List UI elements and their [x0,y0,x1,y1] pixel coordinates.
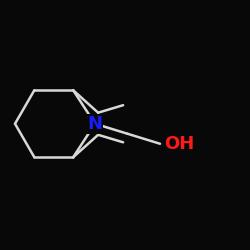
Text: N: N [88,115,102,133]
Text: OH: OH [164,135,194,153]
